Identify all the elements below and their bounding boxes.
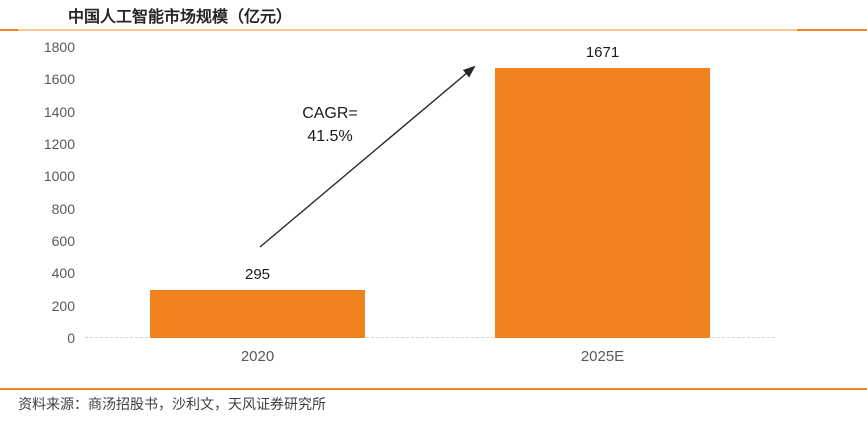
title-underline-left-segment (0, 29, 18, 31)
chart-title: 中国人工智能市场规模（亿元） (68, 9, 293, 26)
y-tick-label: 1600 (43, 71, 75, 88)
y-tick-label: 200 (51, 297, 75, 314)
y-tick-label: 1400 (43, 103, 75, 120)
cagr-label-line1: CAGR= (302, 105, 358, 122)
y-tick-label: 1200 (43, 136, 75, 152)
y-tick-label: 400 (51, 265, 75, 282)
y-tick-label: 0 (67, 330, 75, 346)
bar-value-label: 1671 (585, 43, 620, 61)
title-underline-light-segment (18, 29, 797, 31)
cagr-annotation: CAGR= 41.5% (268, 102, 392, 148)
footer-rule (0, 388, 867, 390)
title-underline-right-segment (797, 29, 867, 31)
y-tick-label: 600 (51, 233, 75, 249)
x-tick-label: 2025E (580, 348, 625, 365)
cagr-label-line2: 41.5% (307, 128, 353, 145)
bar-value-label: 295 (244, 266, 271, 284)
source-note: 资料来源：商汤招股书，沙利文，天风证券研究所 (18, 396, 326, 412)
y-tick-label: 800 (51, 200, 75, 217)
bar-2020 (150, 290, 365, 338)
x-axis-line (85, 337, 775, 338)
y-tick-label: 1800 (43, 39, 75, 55)
bar-2025E (495, 67, 710, 338)
x-tick-label: 2020 (240, 348, 275, 365)
y-tick-label: 1000 (43, 168, 75, 185)
